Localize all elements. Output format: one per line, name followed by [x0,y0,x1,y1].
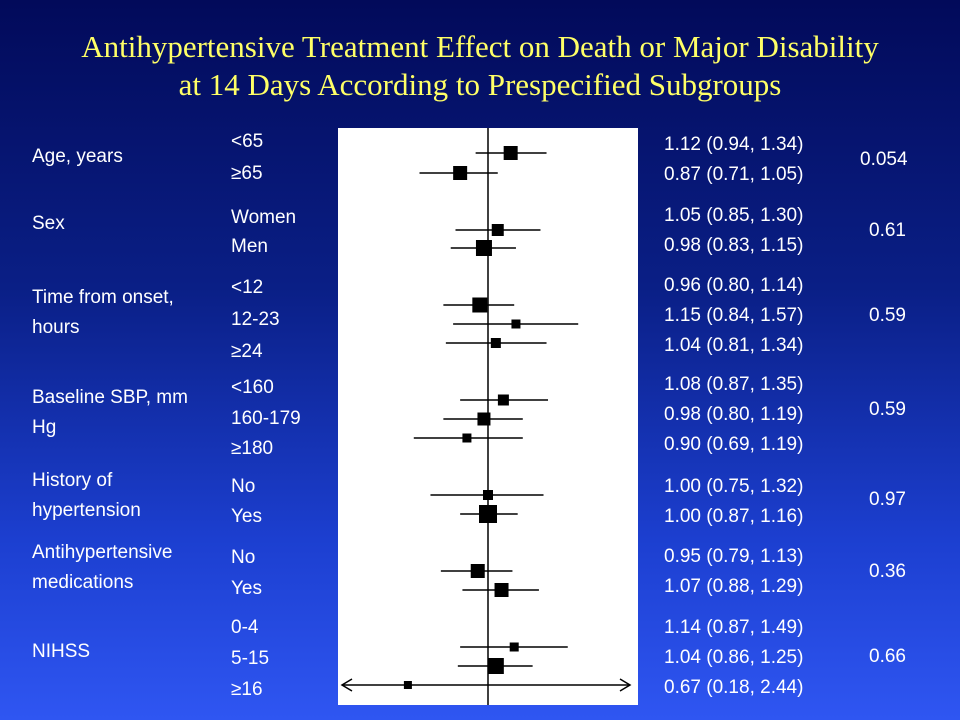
p-value: 0.59 [869,305,906,326]
ci-value: 0.87 (0.71, 1.05) [664,164,804,185]
ci-value: 0.98 (0.80, 1.19) [664,404,804,425]
ci-value: 0.67 (0.18, 2.44) [664,677,804,698]
subgroup-label: ≥16 [231,679,263,700]
point-estimate-marker [487,658,504,674]
ci-value: 1.15 (0.84, 1.57) [664,305,804,326]
chart-title: Antihypertensive Treatment Effect on Dea… [0,28,960,104]
point-estimate-marker [462,433,472,443]
subgroup-label: 0-4 [231,617,259,638]
ci-value: 1.12 (0.94, 1.34) [664,134,804,155]
subgroup-label: Women [231,207,297,228]
ci-value: 0.90 (0.69, 1.19) [664,434,804,455]
subgroup-label: <65 [231,131,264,152]
ci-value: 1.14 (0.87, 1.49) [664,617,804,638]
ci-value: 1.00 (0.75, 1.32) [664,476,804,497]
subgroup-label: ≥24 [231,341,263,362]
ci-arrow-right [619,678,632,692]
p-value: 0.97 [869,489,906,510]
forest-plot-panel [338,128,638,705]
group-label-baseline-sbp: Baseline SBP, mm Hg [32,387,188,438]
subgroup-label: No [231,547,256,568]
ci-value: 1.08 (0.87, 1.35) [664,374,804,395]
point-estimate-marker [509,642,519,652]
point-estimate-marker [475,240,492,256]
ci-value: 0.98 (0.83, 1.15) [664,235,804,256]
point-estimate-marker [403,681,412,689]
ci-arrow-left [340,678,353,692]
forest-plot [340,128,632,705]
subgroup-label: 5-15 [231,648,270,669]
ci-value: 0.95 (0.79, 1.13) [664,546,804,567]
point-estimate-marker [479,505,497,523]
point-estimate-marker [494,583,509,597]
subgroup-label: Yes [231,506,262,527]
point-estimate-marker [453,166,468,180]
ci-value: 1.00 (0.87, 1.16) [664,506,804,527]
ci-value: 1.05 (0.85, 1.30) [664,205,804,226]
group-label-age: Age, years [32,146,123,167]
p-value: 0.054 [860,149,908,170]
point-estimate-marker [497,394,509,406]
group-label-antihypertensive-medications: Antihypertensive medications [32,542,173,593]
subgroup-label: 12-23 [231,309,280,330]
point-estimate-marker [491,224,504,236]
ci-value: 1.07 (0.88, 1.29) [664,576,804,597]
subgroup-label: ≥65 [231,163,263,184]
subgroup-label: <160 [231,377,274,398]
subgroup-label: Men [231,236,268,257]
subgroup-label: Yes [231,578,262,599]
point-estimate-marker [483,490,493,500]
subgroup-label: ≥180 [231,438,274,459]
p-value: 0.59 [869,399,906,420]
subgroup-label: No [231,476,256,497]
group-label-nihss: NIHSS [32,641,91,662]
ci-value: 1.04 (0.86, 1.25) [664,647,804,668]
chart-title-line-2: at 14 Days According to Prespecified Sub… [178,67,782,102]
subgroup-label: <12 [231,277,264,298]
point-estimate-marker [472,297,488,313]
point-estimate-marker [477,412,491,426]
group-label-sex: Sex [32,213,65,234]
ci-value: 1.04 (0.81, 1.34) [664,335,804,356]
subgroup-label: 160-179 [231,408,301,429]
chart-title-line-1: Antihypertensive Treatment Effect on Dea… [81,29,879,64]
point-estimate-marker [490,338,501,348]
p-value: 0.36 [869,561,906,582]
ci-value: 0.96 (0.80, 1.14) [664,275,804,296]
point-estimate-marker [503,146,518,160]
p-value: 0.61 [869,220,906,241]
group-label-history-hypertension: History of hypertension [32,470,141,521]
p-value: 0.66 [869,646,906,667]
point-estimate-marker [511,319,521,329]
group-label-time-from-onset: Time from onset, hours [32,287,174,338]
point-estimate-marker [470,564,485,578]
